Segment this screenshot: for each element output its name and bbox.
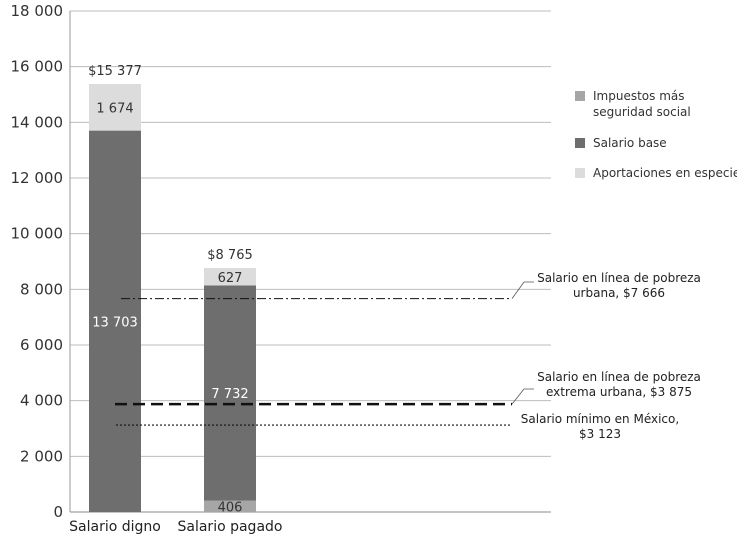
bar-segment bbox=[89, 84, 141, 131]
y-tick-label: 0 bbox=[53, 503, 63, 521]
y-axis-ticks: 0 2 000 4 000 6 000 8 000 10 000 12 000 14 000 1… bbox=[11, 2, 64, 521]
y-tick-label: 10 000 bbox=[11, 225, 64, 243]
gridlines bbox=[70, 10, 551, 513]
y-tick-label: 14 000 bbox=[11, 113, 64, 131]
category-label: Salario digno bbox=[69, 519, 161, 535]
y-tick-label: 6 000 bbox=[20, 336, 63, 354]
segment-value-label: 627 bbox=[218, 271, 243, 286]
y-tick-label: 12 000 bbox=[11, 169, 64, 187]
reference-leader-line bbox=[511, 388, 534, 405]
segment-value-label: 1 674 bbox=[96, 101, 133, 116]
legend-swatch bbox=[575, 91, 585, 101]
reference-line-label: Salario en línea de pobreza bbox=[537, 271, 701, 285]
reference-line-label: Salario mínimo en México, bbox=[521, 412, 679, 426]
reference-line-label: extrema urbana, $3 875 bbox=[546, 385, 692, 399]
bar-segment bbox=[204, 285, 256, 501]
bar-total-label: $15 377 bbox=[88, 64, 142, 79]
segment-value-label: 406 bbox=[218, 500, 243, 515]
legend-swatch bbox=[575, 168, 585, 178]
legend-label: Salario base bbox=[593, 136, 667, 150]
y-tick-label: 8 000 bbox=[20, 280, 63, 298]
x-axis-categories: Salario digno Salario pagado bbox=[69, 519, 282, 535]
bar-segment bbox=[204, 268, 256, 286]
legend: Impuestos más seguridad social Salario bas… bbox=[575, 89, 737, 180]
reference-line-label: Salario en línea de pobreza bbox=[537, 370, 701, 384]
category-label: Salario pagado bbox=[178, 519, 283, 535]
y-tick-label: 2 000 bbox=[20, 447, 63, 465]
reference-line-label: urbana, $7 666 bbox=[573, 286, 665, 300]
reference-leader-line bbox=[511, 281, 534, 299]
legend-label: Impuestos más bbox=[593, 89, 685, 103]
reference-line-label: $3 123 bbox=[579, 427, 621, 441]
legend-label: seguridad social bbox=[593, 105, 691, 119]
bars: 13 703 1 674 $15 377 406 7 732 627 $8 765 bbox=[88, 64, 256, 515]
bar-segment bbox=[204, 500, 256, 512]
segment-value-label: 13 703 bbox=[92, 315, 138, 330]
bar-segment bbox=[89, 130, 141, 512]
segment-value-label: 7 732 bbox=[211, 387, 248, 402]
y-tick-label: 4 000 bbox=[20, 392, 63, 410]
bar-total-label: $8 765 bbox=[207, 248, 253, 263]
legend-label: Aportaciones en especie bbox=[593, 166, 737, 180]
y-tick-label: 18 000 bbox=[11, 2, 64, 20]
y-tick-label: 16 000 bbox=[11, 58, 64, 76]
legend-swatch bbox=[575, 138, 585, 148]
